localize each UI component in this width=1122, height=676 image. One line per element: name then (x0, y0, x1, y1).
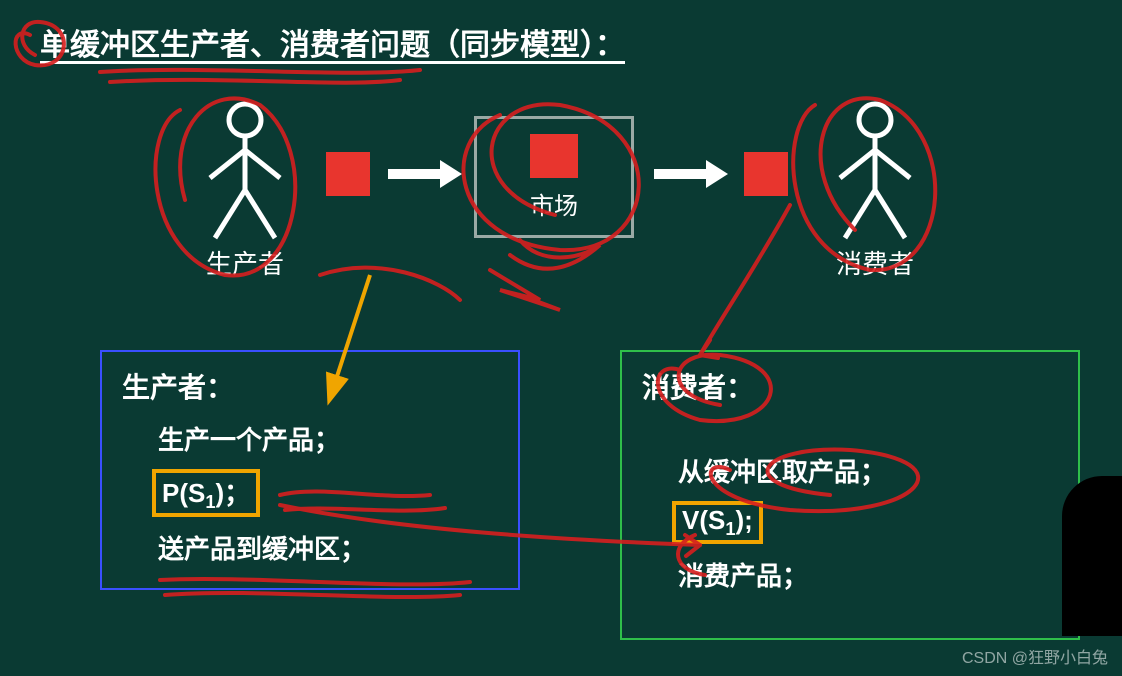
consumer-code-box: 消费者： 从缓冲区取产品； V(S1); 消费产品； (620, 350, 1080, 640)
product-box-2 (744, 152, 788, 196)
presenter-shoulder (1062, 476, 1122, 636)
arrow-1 (388, 160, 462, 188)
consumer-figure: 消费者 (830, 100, 920, 281)
highlight-box: P(S1)； (152, 469, 260, 517)
consumer-heading: 消费者： (642, 366, 1058, 406)
consumer-label: 消费者 (836, 244, 914, 281)
producer-code-box: 生产者： 生产一个产品； P(S1)； 送产品到缓冲区； (100, 350, 520, 590)
watermark: CSDN @狂野小白兔 (962, 644, 1108, 668)
stickman-icon (830, 100, 920, 240)
product-box-1 (326, 152, 370, 196)
market-inner-box (530, 134, 578, 178)
highlight-box: V(S1); (672, 501, 763, 544)
producer-label: 生产者 (206, 244, 284, 281)
producer-heading: 生产者： (122, 366, 498, 406)
code-line: P(S1)； (158, 469, 498, 517)
market-box: 市场 (474, 116, 634, 238)
producer-figure: 生产者 (200, 100, 290, 281)
code-line: 消费产品； (678, 556, 1058, 593)
code-line: V(S1); (678, 501, 1058, 544)
diagram-row: 生产者 市场 消费者 (0, 100, 1122, 300)
market-label: 市场 (530, 186, 578, 221)
arrow-2 (654, 160, 728, 188)
code-line: 送产品到缓冲区； (158, 529, 498, 566)
code-line: 从缓冲区取产品； (678, 452, 1058, 489)
slide-title: 单缓冲区生产者、消费者问题（同步模型）： (40, 20, 625, 64)
stickman-icon (200, 100, 290, 240)
code-line: 生产一个产品； (158, 420, 498, 457)
